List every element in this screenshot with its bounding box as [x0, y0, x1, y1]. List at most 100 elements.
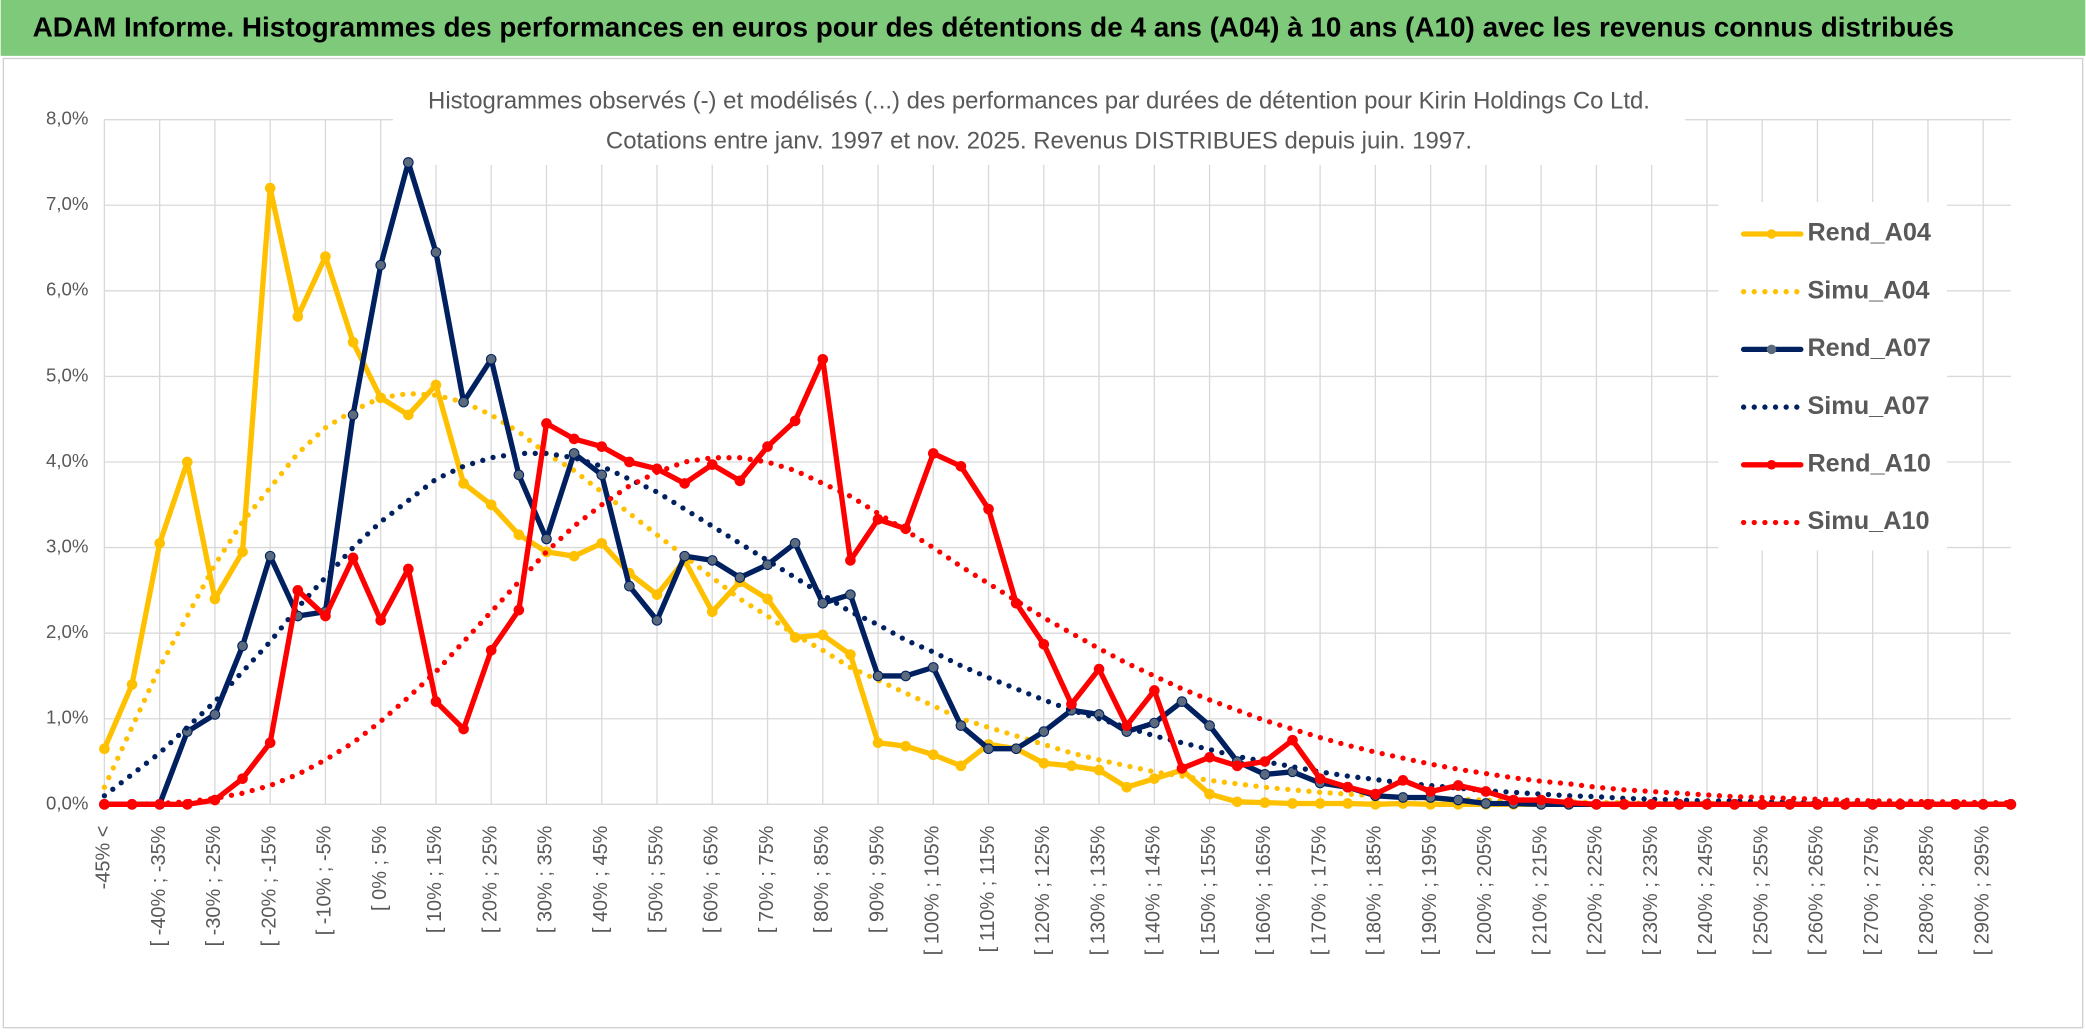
x-tick-label: [ 150% ; 155%: [1198, 825, 1220, 955]
marker: [485, 499, 497, 511]
marker: [624, 456, 635, 468]
x-tick-label: [ 170% ; 175%: [1308, 825, 1330, 955]
marker: [375, 615, 387, 626]
marker: [1508, 794, 1519, 806]
marker: [513, 469, 525, 481]
marker: [734, 572, 746, 583]
x-tick-label: [ 140% ; 145%: [1143, 825, 1165, 955]
marker: [126, 679, 138, 690]
y-tick-label: 5,0%: [46, 364, 88, 385]
x-tick-label: [ 260% ; 265%: [1806, 825, 1828, 955]
x-tick-label: [ 120% ; 125%: [1032, 825, 1054, 955]
marker: [430, 379, 442, 391]
marker: [789, 415, 801, 427]
x-tick-label: [ 240% ; 245%: [1695, 825, 1717, 955]
legend-label: Rend_A04: [1807, 219, 1931, 247]
marker: [1480, 786, 1492, 797]
marker: [1452, 794, 1464, 806]
marker: [181, 456, 193, 468]
x-tick-label: [ 250% ; 255%: [1750, 825, 1772, 955]
legend-marker: [1766, 459, 1777, 470]
y-tick-label: 1,0%: [46, 707, 88, 728]
marker: [485, 644, 497, 656]
marker: [1618, 799, 1630, 810]
x-tick-label: [ -20% ; -15%: [258, 825, 280, 946]
marker: [347, 409, 359, 421]
x-tick-label: [ 60% ; 65%: [701, 825, 723, 933]
marker: [1204, 751, 1215, 763]
x-tick-label: [ 230% ; 235%: [1640, 825, 1662, 955]
x-tick-label: [ 190% ; 195%: [1419, 825, 1441, 955]
marker: [1563, 797, 1575, 808]
marker: [568, 433, 580, 445]
marker: [1729, 799, 1740, 810]
marker: [927, 448, 939, 459]
marker: [458, 723, 469, 735]
marker: [1149, 717, 1160, 729]
marker: [154, 537, 165, 549]
x-tick-label: [ 90% ; 95%: [866, 825, 888, 933]
marker: [1038, 726, 1050, 737]
legend-label: Rend_A10: [1807, 449, 1931, 477]
x-tick-label: [ 0% ; 5%: [369, 825, 391, 911]
marker: [1259, 769, 1271, 780]
y-tick-label: 8,0%: [46, 108, 88, 129]
marker: [1204, 788, 1215, 800]
marker: [1673, 799, 1685, 810]
x-tick-label: [ 40% ; 45%: [590, 825, 612, 933]
marker: [1480, 798, 1492, 809]
marker: [1342, 798, 1354, 809]
marker: [1204, 720, 1215, 731]
marker: [375, 259, 387, 271]
marker: [430, 246, 442, 258]
marker: [1425, 786, 1436, 797]
marker: [1314, 773, 1326, 784]
marker: [347, 552, 359, 564]
marker: [292, 585, 304, 596]
marker: [1176, 763, 1188, 774]
x-tick-label: [ 200% ; 205%: [1474, 825, 1496, 955]
x-tick-label: [ 100% ; 105%: [922, 825, 944, 955]
marker: [1231, 796, 1243, 808]
marker: [1370, 788, 1381, 800]
marker: [237, 640, 248, 652]
marker: [872, 514, 884, 525]
marker: [596, 441, 608, 452]
marker: [458, 396, 469, 408]
marker: [900, 740, 911, 752]
marker: [955, 720, 967, 731]
marker: [1259, 756, 1271, 767]
legend-box: [1718, 202, 1948, 551]
marker: [1397, 775, 1409, 786]
marker: [983, 743, 994, 755]
x-tick-label: [ 270% ; 275%: [1861, 825, 1883, 955]
y-tick-label: 6,0%: [46, 279, 88, 300]
marker: [872, 670, 884, 682]
marker: [458, 478, 469, 489]
y-tick-label: 7,0%: [46, 193, 88, 214]
marker: [817, 353, 829, 365]
marker: [485, 353, 497, 365]
x-tick-label: [ 10% ; 15%: [424, 825, 446, 933]
marker: [237, 773, 248, 784]
marker: [955, 760, 967, 772]
marker: [651, 589, 663, 600]
marker: [1397, 792, 1409, 803]
x-tick-label: [ -40% ; -35%: [148, 825, 170, 946]
legend-label: Rend_A07: [1807, 334, 1931, 362]
header-title: ADAM Informe. Histogrammes des performan…: [33, 12, 1954, 43]
marker: [1756, 799, 1768, 810]
marker: [1452, 780, 1464, 791]
marker: [1066, 760, 1077, 772]
marker: [568, 448, 580, 459]
plot-area: [99, 157, 2017, 810]
marker: [1149, 773, 1160, 784]
marker: [927, 749, 939, 761]
model-line: [101, 450, 2014, 807]
marker: [762, 441, 773, 452]
y-tick-label: 2,0%: [46, 621, 88, 642]
marker: [264, 550, 276, 562]
title-backdrop: [392, 82, 1686, 165]
x-tick-label: [ 70% ; 75%: [756, 825, 778, 933]
